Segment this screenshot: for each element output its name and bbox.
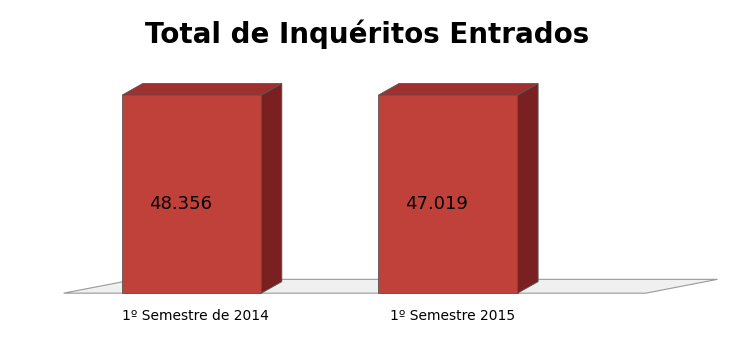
Polygon shape (262, 83, 282, 293)
Text: 1º Semestre 2015: 1º Semestre 2015 (390, 309, 514, 323)
Text: 1º Semestre de 2014: 1º Semestre de 2014 (123, 309, 269, 323)
Text: 48.356: 48.356 (149, 195, 212, 213)
Text: Total de Inquéritos Entrados: Total de Inquéritos Entrados (146, 19, 589, 49)
Text: 47.019: 47.019 (406, 195, 468, 213)
Polygon shape (122, 95, 262, 293)
Polygon shape (379, 83, 538, 95)
Polygon shape (122, 83, 282, 95)
Polygon shape (64, 280, 717, 293)
Polygon shape (517, 83, 538, 293)
Polygon shape (379, 95, 517, 293)
